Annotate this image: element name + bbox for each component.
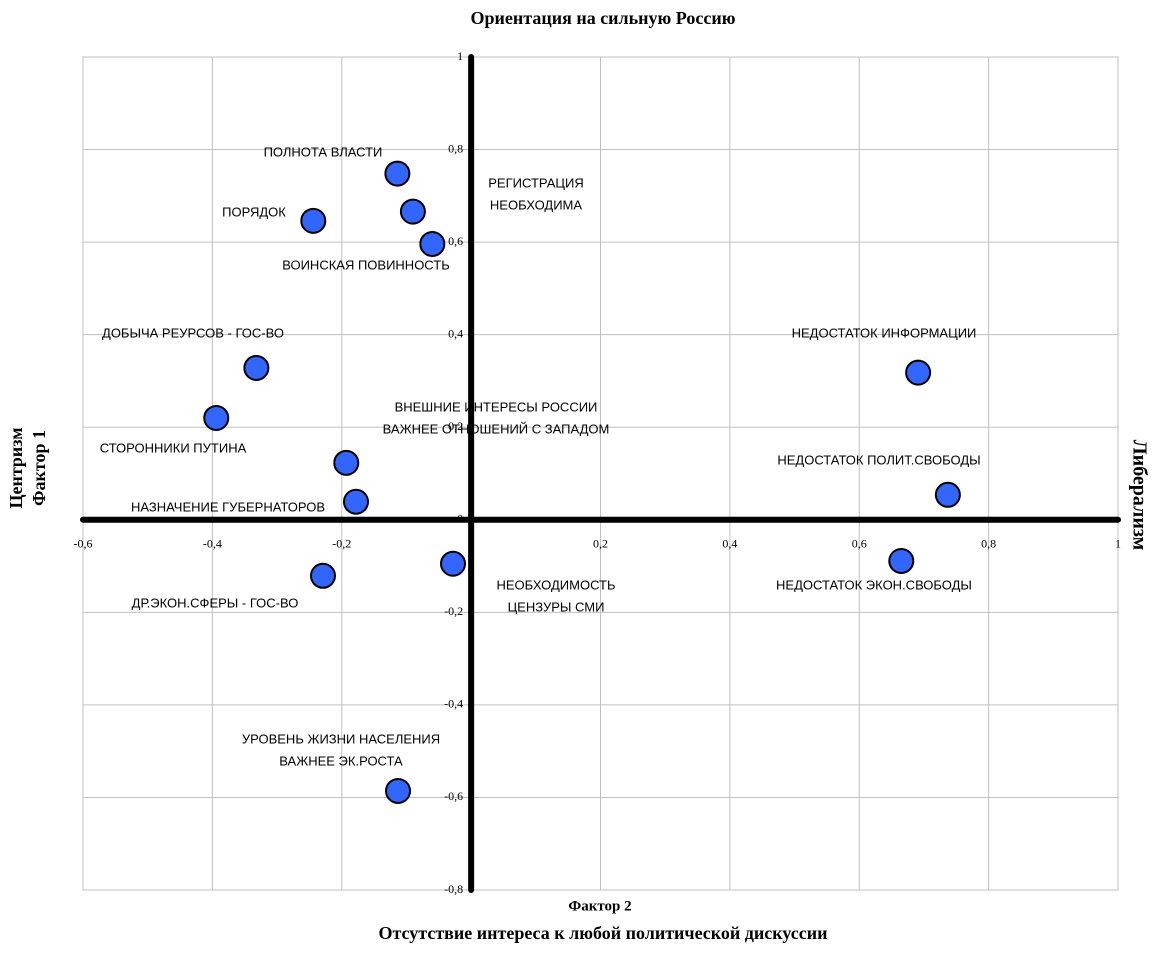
y-tick-label: -0,6 <box>444 789 463 803</box>
point-label: ПОРЯДОК <box>222 204 286 219</box>
tick-mark <box>985 516 992 523</box>
tick-mark <box>468 794 475 801</box>
tick-mark <box>338 516 345 523</box>
point-label: ВНЕШНИЕ ИНТЕРЕСЫ РОССИИ <box>395 399 598 414</box>
tick-mark <box>80 516 86 523</box>
y-tick-label: 0,4 <box>448 326 463 340</box>
point-label: ВОИНСКАЯ ПОВИННОСТЬ <box>282 257 450 272</box>
y-tick-label: 0 <box>457 512 463 526</box>
x-tick-label: -0,4 <box>203 537 222 551</box>
point-label: НЕОБХОДИМА <box>490 197 582 212</box>
point-label: ВАЖНЕЕ ЭК.РОСТА <box>279 753 403 768</box>
tick-mark <box>468 239 475 246</box>
x-tick-label: -0,2 <box>332 537 351 551</box>
point-label: ЦЕНЗУРЫ СМИ <box>508 599 605 614</box>
tick-mark <box>468 516 475 523</box>
bottom-label: Отсутствие интереса к любой политической… <box>378 923 827 943</box>
y-tick-label: -0,2 <box>444 604 463 618</box>
y-tick-label: 0,8 <box>448 141 463 155</box>
point <box>419 230 446 257</box>
point <box>333 449 360 476</box>
point-label: ДОБЫЧА РЕУРСОВ - ГОС-ВО <box>102 325 284 340</box>
point <box>243 354 270 381</box>
point <box>203 404 230 431</box>
x-tick-label: 1 <box>1115 537 1121 551</box>
x-axis-label: Фактор 2 <box>568 898 631 914</box>
x-tick-label: 0 <box>468 537 474 551</box>
tick-mark <box>468 331 475 338</box>
point <box>342 488 369 515</box>
tick-mark <box>468 701 475 708</box>
point-label: НЕДОСТАТОК ПОЛИТ.СВОБОДЫ <box>777 452 980 467</box>
point-label: РЕГИСТРАЦИЯ <box>488 175 583 190</box>
point-label: ПОЛНОТА ВЛАСТИ <box>264 144 383 159</box>
point <box>888 547 915 574</box>
point <box>384 160 411 187</box>
tick-mark <box>726 516 733 523</box>
tick-mark <box>1115 516 1121 523</box>
point <box>385 777 412 804</box>
y-tick-label: 0,2 <box>448 419 463 433</box>
y-tick-label: -0,4 <box>444 697 463 711</box>
tick-mark <box>597 516 604 523</box>
tick-mark <box>468 609 475 616</box>
left-label: Центризм <box>6 427 26 508</box>
point-label: НЕОБХОДИМОСТЬ <box>497 577 616 592</box>
tick-mark <box>468 146 475 153</box>
point <box>934 481 961 508</box>
y-tick-label: -0,8 <box>444 882 463 896</box>
point <box>309 562 336 589</box>
tick-mark <box>468 424 475 431</box>
point <box>300 207 327 234</box>
chart-title: Ориентация на сильную Россию <box>471 8 736 28</box>
point-label: УРОВЕНЬ ЖИЗНИ НАСЕЛЕНИЯ <box>242 731 440 746</box>
x-tick-label: 0,2 <box>593 537 608 551</box>
point-label: НЕДОСТАТОК ИНФОРМАЦИИ <box>792 325 977 340</box>
x-tick-label: 0,4 <box>722 537 737 551</box>
point <box>905 359 932 386</box>
y-tick-label: 0,6 <box>448 234 463 248</box>
right-label: Либерализм <box>1128 440 1150 550</box>
y-tick-label: 1 <box>457 49 463 63</box>
point <box>399 198 426 225</box>
point-label: ВАЖНЕЕ ОТНОШЕНИЙ С ЗАПАДОМ <box>383 421 610 436</box>
point-label: ДР.ЭКОН.СФЕРЫ - ГОС-ВО <box>132 595 299 610</box>
x-tick-label: 0,8 <box>981 537 996 551</box>
tick-mark <box>209 516 216 523</box>
point-label: НЕДОСТАТОК ЭКОН.СВОБОДЫ <box>776 577 972 592</box>
y-axis-label: Фактор 1 <box>29 430 49 506</box>
point-label: НАЗНАЧЕНИЕ ГУБЕРНАТОРОВ <box>131 499 325 514</box>
point-label: СТОРОННИКИ ПУТИНА <box>100 440 247 455</box>
tick-mark <box>468 54 475 60</box>
x-tick-label: -0,6 <box>74 537 93 551</box>
tick-mark <box>856 516 863 523</box>
tick-mark <box>468 887 475 893</box>
point <box>440 550 467 577</box>
x-tick-label: 0,6 <box>852 537 867 551</box>
